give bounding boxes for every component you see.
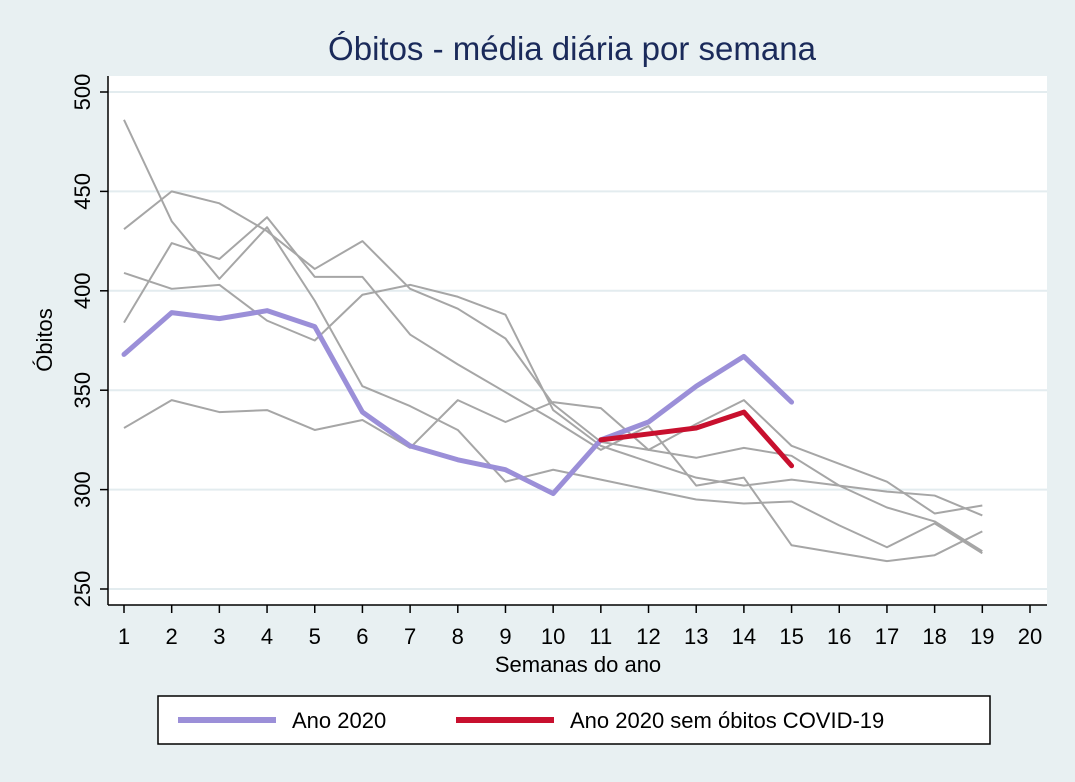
background-line-4	[123, 216, 983, 563]
chart-title: Óbitos - média diária por semana	[328, 30, 817, 67]
x-tick-label-6: 6	[356, 624, 368, 649]
y-tick-label-450: 450	[70, 173, 95, 210]
x-tick-label-11: 11	[589, 624, 612, 649]
grid-lines	[108, 91, 1047, 590]
series-line-ano-2020	[121, 308, 795, 497]
legend-label-sem-covid: Ano 2020 sem óbitos COVID-19	[570, 708, 884, 733]
x-axis-title: Semanas do ano	[495, 652, 661, 677]
series-line-sem-covid	[598, 409, 795, 469]
x-tick-label-18: 18	[922, 624, 946, 649]
x-tick-label-9: 9	[499, 624, 511, 649]
x-tick-label-19: 19	[970, 624, 994, 649]
x-tick-label-12: 12	[636, 624, 660, 649]
x-tick-label-15: 15	[779, 624, 803, 649]
y-tick-label-500: 500	[70, 74, 95, 111]
x-tick-label-1: 1	[118, 624, 130, 649]
background-series	[123, 119, 983, 563]
background-line-3	[123, 271, 983, 517]
y-axis-title: Óbitos	[32, 308, 57, 372]
x-tick-label-4: 4	[261, 624, 273, 649]
x-tick-label-7: 7	[404, 624, 416, 649]
axes: 1 2 3 4 5 6 7 8 9 10 11 12 13 14 15 16 17 18 19 20250300350…	[70, 74, 1047, 649]
x-tick-label-20: 20	[1018, 624, 1042, 649]
x-tick-label-10: 10	[541, 624, 565, 649]
legend-label-ano-2020: Ano 2020	[292, 708, 386, 733]
y-tick-label-300: 300	[70, 471, 95, 508]
x-tick-label-5: 5	[309, 624, 321, 649]
y-tick-label-400: 400	[70, 272, 95, 309]
y-tick-label-350: 350	[70, 372, 95, 409]
background-line-1	[123, 119, 983, 555]
x-tick-label-3: 3	[213, 624, 225, 649]
x-tick-label-16: 16	[827, 624, 851, 649]
plot-area	[108, 76, 1047, 605]
x-tick-label-2: 2	[166, 624, 178, 649]
highlight-series	[121, 308, 795, 497]
legend: Ano 2020 Ano 2020 sem óbitos COVID-19	[157, 695, 991, 745]
x-tick-label-17: 17	[875, 624, 899, 649]
x-tick-label-8: 8	[452, 624, 464, 649]
background-line-5	[123, 399, 983, 515]
x-tick-label-13: 13	[684, 624, 708, 649]
x-tick-label-14: 14	[732, 624, 756, 649]
y-tick-label-250: 250	[70, 571, 95, 608]
legend-box	[157, 695, 991, 745]
